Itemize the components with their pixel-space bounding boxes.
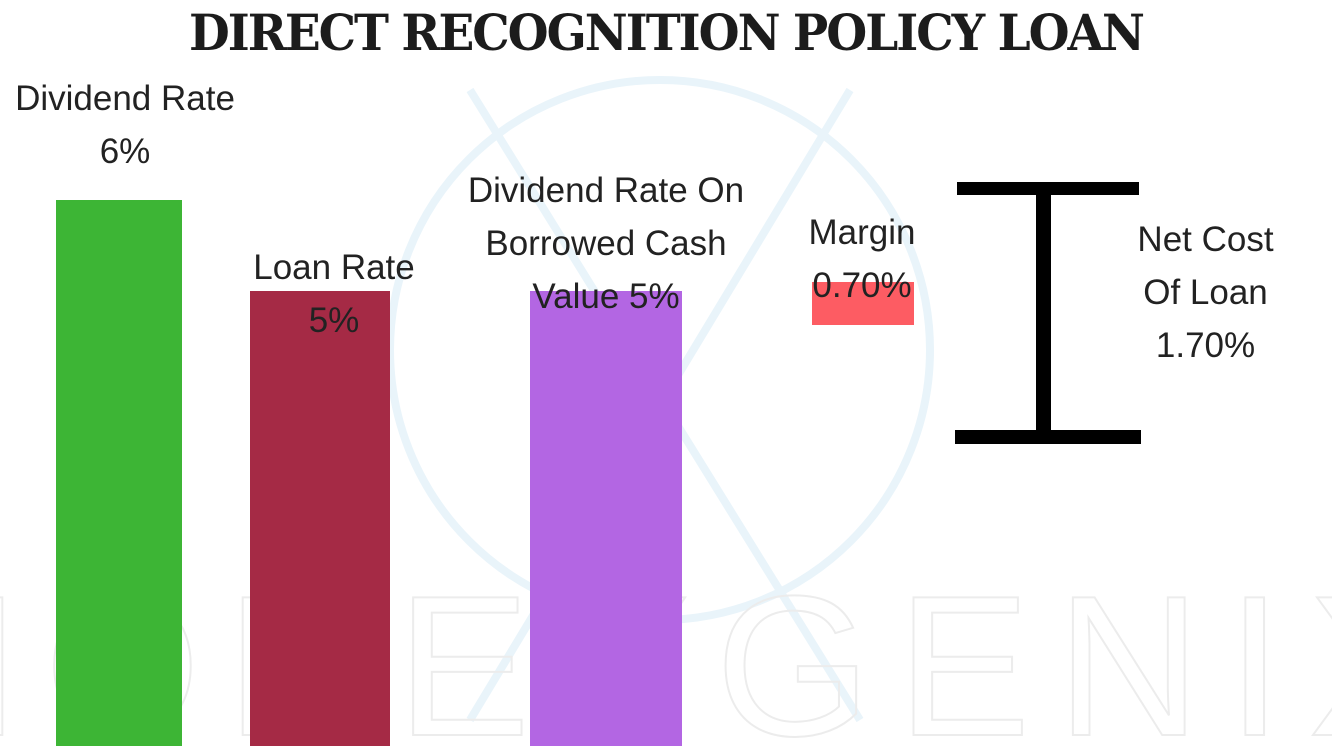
label-loan-rate: Loan Rate 5% bbox=[253, 248, 415, 340]
label-dividend-rate-on-borrowed-cash: Dividend Rate On Borrowed Cash Value 5% bbox=[467, 171, 745, 316]
bar-margin bbox=[812, 282, 914, 325]
bar-dividend-rate bbox=[56, 200, 182, 746]
bar-loan-rate bbox=[250, 291, 390, 746]
net-cost-bracket-stem bbox=[1036, 182, 1051, 442]
label-net-cost: Net Cost Of Loan 1.70% bbox=[1137, 220, 1274, 365]
chart-title: DIRECT RECOGNITION POLICY LOAN bbox=[189, 4, 1145, 63]
label-dividend-rate: Dividend Rate 6% bbox=[15, 79, 235, 171]
label-margin: Margin 0.70% bbox=[808, 213, 916, 305]
bar-dividend-rate-on-borrowed-cash bbox=[530, 291, 682, 746]
net-cost-bracket-bottom bbox=[955, 430, 1141, 444]
